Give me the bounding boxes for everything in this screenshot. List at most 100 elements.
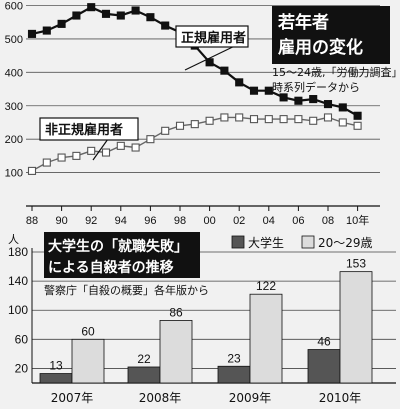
regular-employment-point — [116, 11, 125, 20]
nonregular-employment-point — [87, 146, 96, 155]
suicide-x-tick-label: 2009年 — [229, 391, 272, 405]
regular-series-label: 正規雇用者 — [181, 30, 246, 46]
employment-y-ticks: 100 200 300 400 500 600 — [5, 1, 23, 180]
employment-y-tick-label: 300 — [5, 101, 23, 113]
university-bar-value: 23 — [227, 351, 241, 365]
nonregular-employment-point — [131, 143, 140, 152]
employment-subtitle-line1: 15～24歳,「労働力調査」 — [272, 65, 400, 79]
regular-employment-point — [57, 19, 66, 28]
suicide-y-tick-label: 180 — [8, 245, 28, 259]
university-bar-value: 22 — [137, 352, 151, 366]
nonregular-employment-point — [309, 116, 318, 125]
suicide-unit-label: 人 — [8, 233, 19, 246]
employment-y-tick-label: 200 — [5, 134, 23, 146]
regular-employment-point — [338, 103, 347, 112]
nonregular-employment-point — [220, 113, 229, 122]
regular-employment-point — [264, 86, 273, 95]
employment-chart: 100 200 300 400 500 600 88 90 92 94 96 98 00 02 04 06 0… — [5, 1, 400, 228]
nonregular-employment-point — [323, 113, 333, 122]
nonregular-label-box — [39, 117, 139, 141]
suicide-x-ticks: 2007年 2008年 2009年 2010年 — [51, 391, 362, 405]
suicide-grid — [31, 248, 396, 384]
nonregular-employment-point — [264, 115, 273, 124]
employment-x-tick-label: 08 — [322, 215, 334, 227]
employment-subtitle-line2: 時系列データから — [272, 80, 360, 94]
nonregular-employment-point — [353, 121, 362, 130]
nonregular-employment-point — [235, 113, 244, 122]
nonregular-employment-point — [175, 121, 185, 130]
twenties-bar — [339, 271, 373, 384]
suicide-y-tick-label: 100 — [8, 303, 28, 317]
university-bar-value: 13 — [49, 359, 63, 373]
twenties-bar — [159, 320, 193, 384]
regular-employment-point — [146, 13, 155, 22]
employment-title-line2: 雇用の変化 — [278, 37, 363, 58]
employment-x-tick-label: 02 — [233, 215, 245, 227]
university-bar — [217, 365, 251, 384]
regular-employment-point — [249, 86, 259, 95]
suicide-bars: 13 60 22 86 23 122 46 153 — [39, 257, 373, 384]
suicide-y-tick-label: 20 — [15, 361, 29, 375]
employment-y-tick-label: 500 — [5, 34, 23, 46]
employment-x-tick-label: 92 — [85, 215, 97, 227]
university-bar — [127, 366, 161, 384]
regular-employment-point — [279, 93, 288, 102]
regular-employment-point — [27, 29, 37, 38]
suicide-y-ticks: 20 60 100 140 180 — [8, 245, 28, 375]
suicide-title-line2: による自殺者の推移 — [48, 259, 174, 276]
suicide-title-line1: 大学生の「就職失敗」 — [48, 238, 188, 255]
university-bar — [307, 349, 341, 384]
nonregular-employment-point — [116, 141, 125, 150]
nonregular-employment-point — [101, 148, 111, 157]
twenties-bar-value: 60 — [81, 324, 95, 338]
suicide-title-box — [44, 232, 200, 278]
twenties-bar-value: 122 — [256, 279, 276, 293]
regular-employment-point — [131, 6, 140, 15]
regular-employment-point — [323, 100, 333, 109]
regular-employment-point — [87, 3, 96, 12]
regular-employment-point — [205, 58, 214, 67]
nonregular-employment-point — [205, 116, 214, 125]
employment-x-tick-label: 88 — [26, 215, 38, 227]
employment-x-tick-label: 90 — [55, 215, 67, 227]
employment-y-tick-label: 100 — [5, 168, 23, 180]
twenties-bar — [249, 293, 283, 384]
employment-x-tick-label: 94 — [115, 215, 127, 227]
legend-label-university: 大学生 — [248, 235, 284, 250]
employment-title-box — [272, 6, 390, 64]
university-bar — [39, 373, 73, 384]
suicide-x-tick-label: 2007年 — [51, 391, 94, 405]
suicide-chart: 人 20 60 100 140 180 13 60 22 86 23 122 46 153 2007年… — [8, 232, 396, 405]
nonregular-employment-point — [279, 115, 288, 124]
regular-employment-point — [101, 9, 111, 18]
regular-employment-point — [220, 66, 229, 75]
regular-label-box — [175, 25, 249, 48]
employment-x-ticks: 88 90 92 94 96 98 00 02 04 06 08 10年 — [26, 206, 369, 227]
nonregular-employment-point — [338, 118, 347, 127]
legend-label-twenties: 20～29歳 — [318, 236, 373, 250]
twenties-bar-value: 153 — [346, 257, 366, 271]
regular-employment-point — [42, 26, 51, 35]
university-bar-value: 46 — [317, 335, 331, 349]
employment-x-tick-label: 96 — [144, 215, 156, 227]
regular-employment-point — [161, 21, 170, 30]
regular-employment-point — [72, 11, 81, 20]
regular-employment-point — [294, 96, 303, 105]
suicide-x-tick-label: 2010年 — [319, 391, 362, 405]
regular-employment-point — [309, 95, 318, 104]
nonregular-employment-point — [161, 126, 170, 135]
nonregular-series-label: 非正規雇用者 — [45, 122, 123, 138]
suicide-y-tick-label: 140 — [8, 274, 28, 288]
suicide-y-tick-label: 60 — [15, 332, 29, 346]
employment-x-tick-label: 06 — [292, 215, 304, 227]
nonregular-employment-point — [249, 115, 259, 124]
twenties-bar-value: 86 — [169, 305, 183, 319]
nonregular-employment-point — [42, 158, 51, 167]
employment-x-tick-label: 98 — [174, 215, 186, 227]
employment-x-tick-label: 04 — [263, 215, 275, 227]
nonregular-employment-point — [294, 115, 303, 124]
employment-y-tick-label: 600 — [5, 1, 23, 13]
suicide-subtitle: 警察庁「自殺の概要」各年版から — [44, 283, 209, 297]
regular-employment-point — [353, 111, 362, 120]
